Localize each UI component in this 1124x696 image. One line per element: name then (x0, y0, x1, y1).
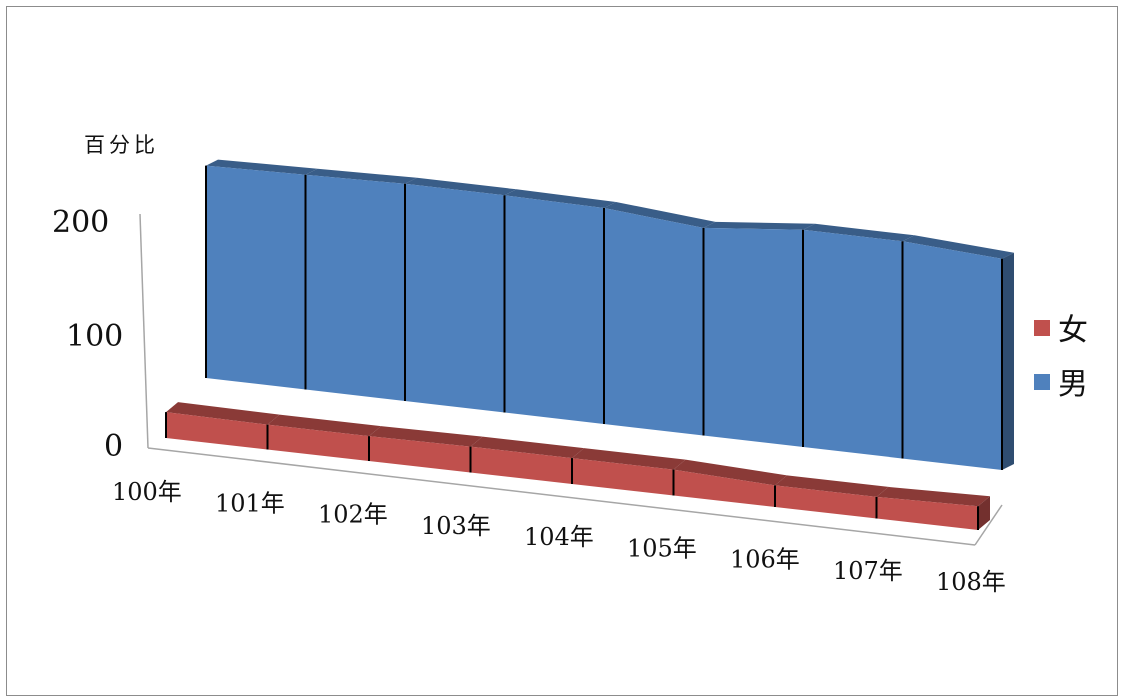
x-axis-line (147, 447, 976, 546)
x-tick-label-8: 108年 (936, 568, 1006, 596)
x-tick-label-1: 101年 (215, 489, 285, 517)
series-1-top-face-4 (604, 202, 716, 228)
series-male-layer (205, 159, 1014, 470)
series-0-top-face-2 (369, 426, 483, 447)
x-tick-label-0: 100年 (112, 478, 182, 506)
x-tick-label-3: 103年 (421, 512, 491, 540)
series-0-top-face-1 (267, 414, 381, 437)
series-1-top-face-6 (803, 223, 915, 242)
series-0-side-face (978, 496, 990, 530)
y-axis-line (139, 213, 149, 449)
legend-label-male: 男 (1058, 367, 1088, 402)
x-tick-label-4: 104年 (524, 523, 594, 551)
series-0-top-face-7 (876, 486, 990, 507)
legend-label-female: 女 (1058, 313, 1088, 348)
depth-axis-line (974, 504, 1003, 546)
series-0-top-face-5 (673, 459, 787, 486)
x-tick-label-2: 102年 (318, 501, 388, 529)
x-tick-label-7: 107年 (833, 557, 903, 585)
y-tick-200: 200 (52, 205, 109, 240)
series-0-top-face-0 (166, 402, 280, 425)
series-1-side-face (1002, 252, 1014, 470)
series-1-top-face-0 (206, 159, 318, 175)
series-1-top-face-2 (405, 177, 517, 196)
series-0-top-face-3 (470, 436, 584, 459)
x-tick-label-5: 105年 (627, 534, 697, 562)
series-female-layer (165, 402, 990, 530)
series-1-top-face-3 (504, 189, 616, 208)
series-0-top-face-6 (775, 475, 889, 497)
chart-axes (139, 213, 1003, 546)
x-tick-label-6: 106年 (730, 546, 800, 574)
legend-swatch-female (1034, 320, 1050, 336)
y-tick-100: 100 (66, 319, 123, 354)
series-0-top-face-4 (572, 448, 686, 470)
legend-swatch-male (1034, 374, 1050, 390)
y-tick-0: 0 (104, 429, 123, 464)
y-axis-title: 百分比 (84, 133, 159, 157)
series-1-top-face-1 (305, 168, 417, 184)
legend: 女 男 (1034, 313, 1088, 402)
series-1-top-face-5 (703, 221, 815, 230)
series-1-top-face-7 (902, 235, 1014, 259)
x-category-labels: 100年 101年 102年 103年 104年 105年 106年 107年 108年 (112, 478, 1006, 596)
